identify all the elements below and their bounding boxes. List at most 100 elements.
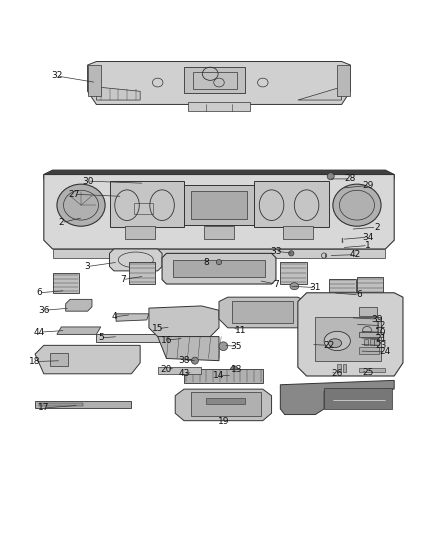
Text: 38: 38 [178, 356, 190, 365]
FancyBboxPatch shape [125, 226, 155, 239]
FancyBboxPatch shape [254, 181, 328, 227]
Text: 24: 24 [380, 348, 391, 357]
Text: 33: 33 [270, 247, 282, 256]
Text: 27: 27 [69, 190, 80, 199]
FancyBboxPatch shape [370, 339, 374, 345]
FancyBboxPatch shape [337, 364, 341, 372]
Text: 4: 4 [111, 312, 117, 321]
Polygon shape [88, 65, 101, 96]
Text: 39: 39 [371, 314, 382, 324]
Polygon shape [149, 306, 219, 336]
Text: 17: 17 [38, 403, 49, 413]
Text: 13: 13 [231, 365, 242, 374]
FancyBboxPatch shape [50, 353, 68, 366]
Polygon shape [44, 174, 394, 249]
FancyBboxPatch shape [184, 369, 263, 383]
FancyBboxPatch shape [53, 273, 79, 293]
Text: 5: 5 [98, 334, 104, 342]
FancyBboxPatch shape [364, 339, 368, 345]
Polygon shape [66, 300, 92, 311]
FancyBboxPatch shape [359, 307, 377, 316]
Text: 31: 31 [310, 283, 321, 292]
FancyBboxPatch shape [359, 347, 379, 354]
Text: 20: 20 [161, 365, 172, 374]
Text: 11: 11 [235, 326, 247, 335]
Polygon shape [280, 381, 394, 415]
Ellipse shape [219, 342, 228, 351]
Polygon shape [35, 401, 131, 408]
FancyBboxPatch shape [359, 332, 383, 336]
Text: 7: 7 [273, 279, 279, 288]
FancyBboxPatch shape [129, 262, 155, 284]
Text: 18: 18 [29, 357, 41, 366]
Polygon shape [298, 87, 342, 100]
Polygon shape [337, 65, 350, 96]
Text: 26: 26 [332, 369, 343, 378]
FancyBboxPatch shape [39, 403, 83, 406]
Text: 6: 6 [36, 288, 42, 297]
Text: 42: 42 [349, 250, 360, 259]
Polygon shape [158, 336, 219, 361]
FancyBboxPatch shape [191, 191, 247, 219]
Text: 25: 25 [362, 368, 374, 377]
FancyBboxPatch shape [357, 278, 383, 297]
Text: 2: 2 [59, 218, 64, 227]
Polygon shape [158, 367, 201, 374]
Polygon shape [110, 249, 162, 271]
FancyBboxPatch shape [343, 364, 346, 372]
Text: 29: 29 [362, 181, 374, 190]
Polygon shape [53, 249, 385, 258]
Polygon shape [219, 297, 307, 328]
FancyBboxPatch shape [280, 262, 307, 284]
Text: 6: 6 [356, 290, 362, 300]
Text: 14: 14 [213, 372, 225, 381]
Text: 16: 16 [161, 336, 172, 344]
Text: 3: 3 [85, 262, 91, 271]
FancyBboxPatch shape [184, 185, 254, 225]
Ellipse shape [327, 173, 334, 180]
Ellipse shape [230, 366, 238, 374]
Text: 34: 34 [362, 232, 374, 241]
Polygon shape [188, 102, 250, 111]
Polygon shape [96, 334, 166, 342]
FancyBboxPatch shape [374, 339, 379, 345]
Text: 8: 8 [203, 257, 209, 266]
Polygon shape [298, 293, 403, 376]
Polygon shape [35, 345, 140, 374]
Polygon shape [57, 327, 101, 334]
FancyBboxPatch shape [283, 226, 313, 239]
Text: 7: 7 [120, 275, 126, 284]
FancyBboxPatch shape [329, 279, 356, 297]
FancyBboxPatch shape [173, 260, 265, 278]
FancyBboxPatch shape [184, 67, 245, 93]
FancyBboxPatch shape [191, 392, 261, 416]
FancyBboxPatch shape [204, 226, 234, 239]
Polygon shape [44, 170, 394, 179]
Text: 15: 15 [152, 324, 163, 333]
Ellipse shape [57, 184, 105, 226]
FancyBboxPatch shape [110, 181, 184, 227]
Ellipse shape [324, 332, 350, 351]
Text: 19: 19 [218, 417, 229, 426]
Text: 32: 32 [51, 71, 63, 80]
Ellipse shape [333, 184, 381, 226]
Ellipse shape [289, 251, 294, 256]
Polygon shape [162, 253, 276, 284]
Polygon shape [96, 87, 140, 100]
Text: 22: 22 [323, 341, 334, 350]
Text: 1: 1 [365, 241, 371, 250]
Text: 35: 35 [231, 342, 242, 351]
FancyBboxPatch shape [324, 388, 392, 409]
Text: 23: 23 [375, 341, 387, 350]
Text: 12: 12 [375, 321, 387, 330]
Text: 2: 2 [374, 223, 379, 231]
Ellipse shape [216, 260, 222, 265]
Polygon shape [88, 61, 350, 104]
Ellipse shape [290, 282, 299, 290]
Text: 21: 21 [375, 334, 387, 343]
Ellipse shape [191, 357, 198, 364]
FancyBboxPatch shape [359, 368, 385, 373]
Ellipse shape [328, 339, 342, 348]
Ellipse shape [193, 369, 201, 378]
Text: 43: 43 [178, 369, 190, 378]
